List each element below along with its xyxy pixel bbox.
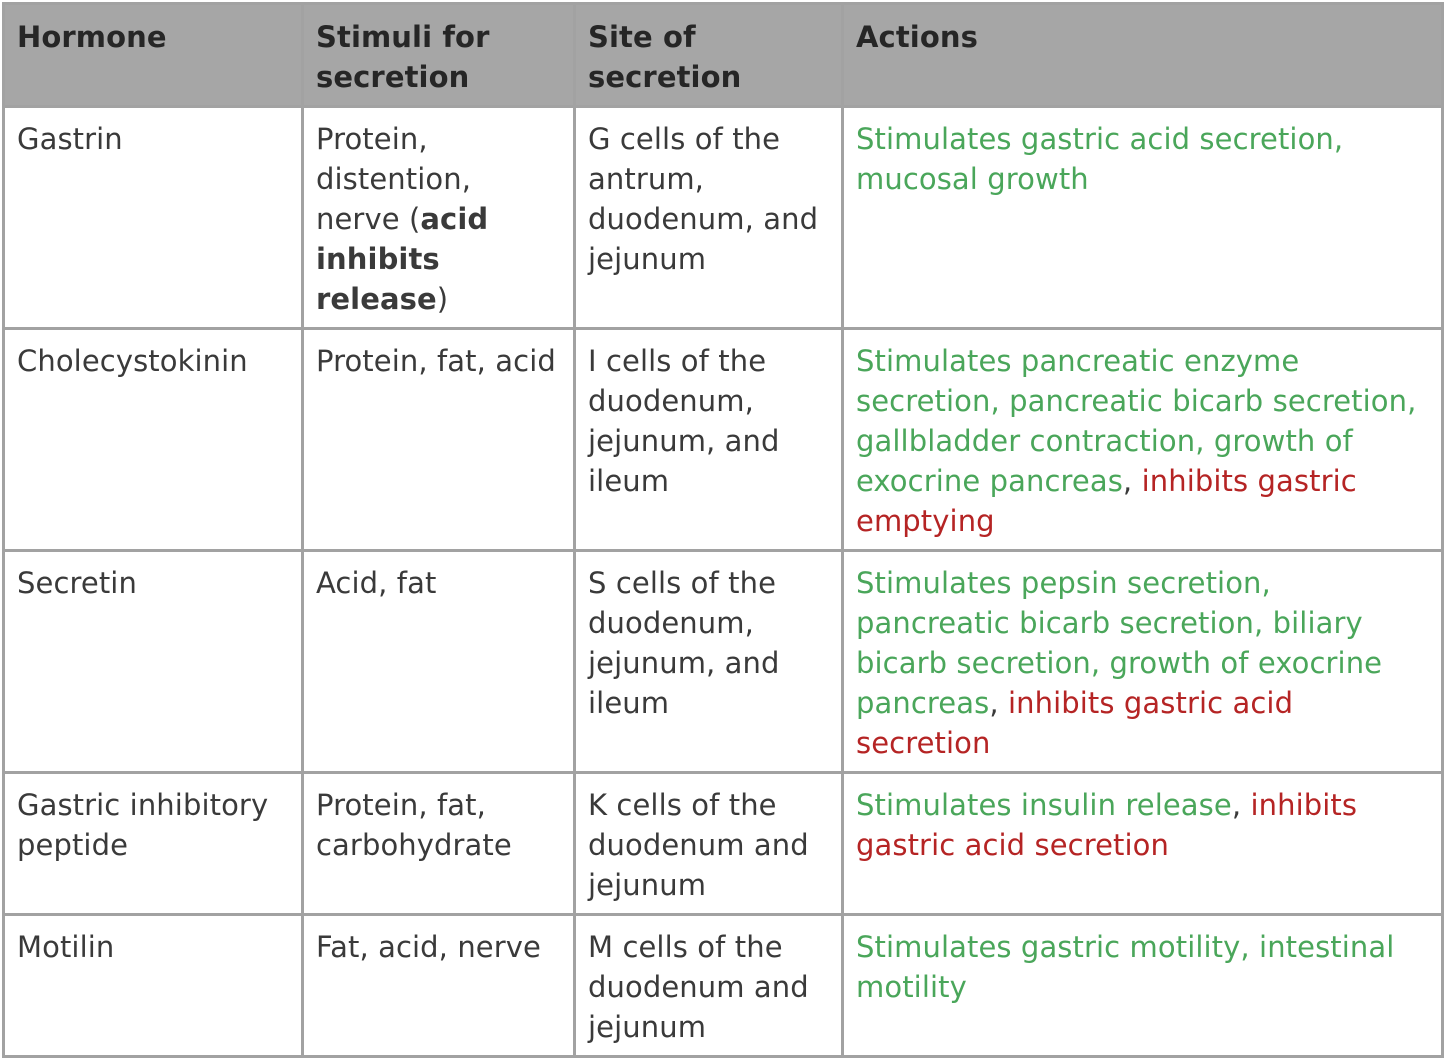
cell-hormone: Gastric inhibitory peptide — [2, 771, 304, 916]
table-row: Cholecystokinin Protein, fat, acid I cel… — [2, 327, 1444, 552]
table-row: Gastrin Protein, distention, nerve (acid… — [2, 105, 1444, 330]
table-row: Gastric inhibitory peptide Protein, fat,… — [2, 771, 1444, 916]
cell-hormone: Secretin — [2, 549, 304, 774]
cell-site: G cells of the antrum, duodenum, and jej… — [573, 105, 844, 330]
header-hormone: Hormone — [2, 2, 304, 108]
action-inhibits: inhibits gastric acid secretion — [856, 686, 1294, 760]
table-header-row: Hormone Stimuli for secretion Site of se… — [2, 2, 1444, 108]
header-stimuli: Stimuli for secretion — [301, 2, 576, 108]
cell-site: K cells of the duodenum and jejunum — [573, 771, 844, 916]
cell-actions: Stimulates pancreatic enzyme secretion, … — [841, 327, 1444, 552]
action-stimulates: Stimulates insulin release — [856, 788, 1232, 822]
header-actions: Actions — [841, 2, 1444, 108]
action-stimulates: Stimulates pancreatic enzyme secretion, … — [856, 344, 1417, 498]
cell-site: S cells of the duodenum, jejunum, and il… — [573, 549, 844, 774]
cell-actions: Stimulates pepsin secretion, pancreatic … — [841, 549, 1444, 774]
cell-stimuli: Protein, distention, nerve (acid inhibit… — [301, 105, 576, 330]
cell-hormone: Gastrin — [2, 105, 304, 330]
cell-stimuli: Acid, fat — [301, 549, 576, 774]
cell-stimuli: Protein, fat, carbohydrate — [301, 771, 576, 916]
table-row: Secretin Acid, fat S cells of the duoden… — [2, 549, 1444, 774]
stimuli-bold-note: acid inhibits release — [316, 202, 489, 316]
cell-actions: Stimulates gastric motility, intestinal … — [841, 913, 1444, 1058]
cell-stimuli: Fat, acid, nerve — [301, 913, 576, 1058]
header-site: Site of secretion — [573, 2, 844, 108]
cell-site: I cells of the duodenum, jejunum, and il… — [573, 327, 844, 552]
cell-site: M cells of the duodenum and jejunum — [573, 913, 844, 1058]
stimuli-text-end: ) — [436, 282, 449, 316]
action-separator: , — [989, 686, 999, 720]
action-inhibits: inhibits gastric emptying — [856, 464, 1357, 538]
action-separator: , — [1231, 788, 1242, 822]
action-stimulates: Stimulates gastric motility, intestinal … — [856, 930, 1395, 1004]
stimuli-text: Protein, distention, nerve ( — [316, 122, 472, 236]
table-row: Motilin Fat, acid, nerve M cells of the … — [2, 913, 1444, 1058]
action-stimulates: Stimulates pepsin secretion, pancreatic … — [856, 566, 1383, 720]
action-stimulates: Stimulates gastric acid secretion, mucos… — [856, 122, 1344, 196]
action-inhibits: inhibits gastric acid secretion — [856, 788, 1358, 862]
action-separator: , — [1122, 464, 1133, 498]
cell-stimuli: Protein, fat, acid — [301, 327, 576, 552]
cell-actions: Stimulates insulin release, inhibits gas… — [841, 771, 1444, 916]
cell-hormone: Cholecystokinin — [2, 327, 304, 552]
cell-hormone: Motilin — [2, 913, 304, 1058]
cell-actions: Stimulates gastric acid secretion, mucos… — [841, 105, 1444, 330]
